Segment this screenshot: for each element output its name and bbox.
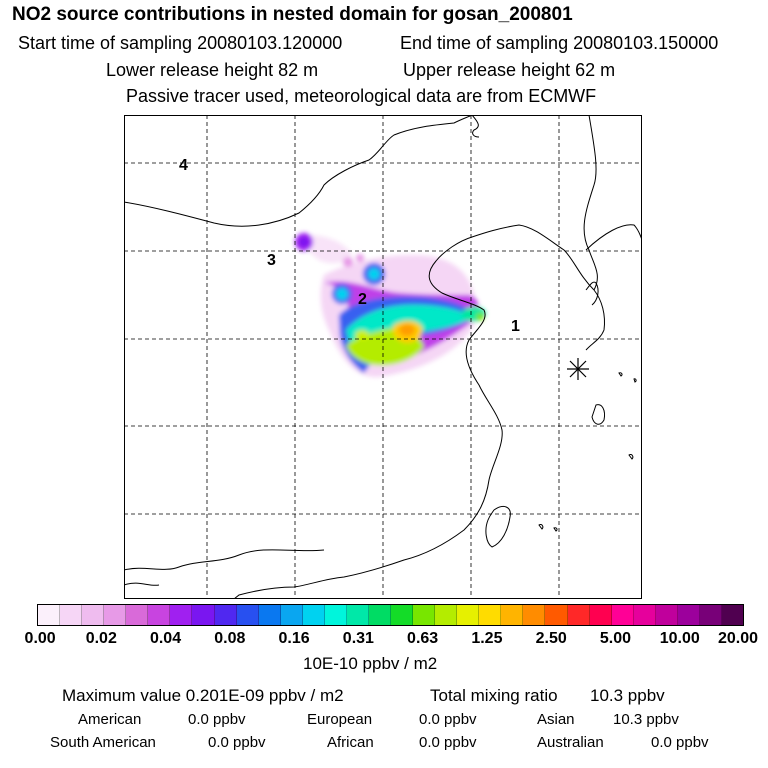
legend-swatch <box>60 605 83 625</box>
region-asian-value: 10.3 ppbv <box>613 711 679 728</box>
region-african-value: 0.0 ppbv <box>419 734 477 751</box>
legend-swatch <box>699 605 722 625</box>
region-south-american-name: South American <box>50 734 156 751</box>
maximum-value: Maximum value 0.201E-09 ppbv / m2 <box>62 686 344 705</box>
legend-tick-label: 0.00 <box>24 630 56 647</box>
legend-swatch <box>214 605 237 625</box>
legend-swatch <box>501 605 524 625</box>
legend-tick-label: 0.16 <box>278 630 310 647</box>
region-asian-name: Asian <box>537 711 575 728</box>
concentration-plume <box>295 233 486 378</box>
legend-swatch <box>324 605 347 625</box>
legend-swatch <box>82 605 105 625</box>
legend-swatch <box>721 605 743 625</box>
tracer-note: Passive tracer used, meteorological data… <box>126 86 597 106</box>
legend-swatch <box>589 605 612 625</box>
source-label-2: 2 <box>358 291 367 308</box>
legend-swatch <box>346 605 369 625</box>
legend-tick-label: 1.25 <box>471 630 503 647</box>
source-label-3: 3 <box>267 252 276 269</box>
legend-tick-label: 0.04 <box>149 630 182 647</box>
legend-tick-label: 0.31 <box>342 630 374 647</box>
legend-swatch <box>148 605 171 625</box>
legend-swatch <box>258 605 281 625</box>
legend-swatch <box>126 605 149 625</box>
legend-swatch <box>677 605 700 625</box>
region-south-american-value: 0.0 ppbv <box>208 734 266 751</box>
legend-tick-label: 10.00 <box>659 630 700 647</box>
legend-tick-label: 2.50 <box>535 630 567 647</box>
source-label-4: 4 <box>179 157 188 174</box>
region-european-value: 0.0 ppbv <box>419 711 477 728</box>
legend-swatch <box>435 605 458 625</box>
region-american-name: American <box>78 711 142 728</box>
legend-swatch <box>523 605 546 625</box>
legend-swatch <box>236 605 259 625</box>
map-panel: 1 2 3 4 <box>124 115 642 599</box>
legend-swatch <box>611 605 634 625</box>
end-time-label: End time of sampling 20080103.150000 <box>400 33 719 53</box>
total-mixing-value: 10.3 ppbv <box>590 686 665 705</box>
legend-swatch <box>368 605 391 625</box>
lat-lon-grid <box>124 115 642 599</box>
region-european-name: European <box>307 711 373 728</box>
legend-swatch <box>413 605 436 625</box>
legend-tick-label: 20.00 <box>717 630 759 647</box>
legend-swatch <box>567 605 590 625</box>
legend-swatch <box>38 605 61 625</box>
star-marker <box>567 358 589 380</box>
legend-swatch <box>479 605 502 625</box>
legend-swatch <box>391 605 414 625</box>
lower-release-label: Lower release height 82 m <box>106 60 319 80</box>
legend-swatch <box>545 605 568 625</box>
coastlines <box>124 115 642 599</box>
legend-units: 10E-10 ppbv / m2 <box>303 654 438 673</box>
legend-swatch <box>192 605 215 625</box>
legend-tick-label: 0.08 <box>214 630 246 647</box>
color-legend-bar <box>37 604 744 626</box>
region-australian-value: 0.0 ppbv <box>651 734 709 751</box>
plot-title: NO2 source contributions in nested domai… <box>12 4 573 25</box>
legend-swatch <box>655 605 678 625</box>
start-time-label: Start time of sampling 20080103.120000 <box>18 33 343 53</box>
legend-tick-label: 0.63 <box>407 630 439 647</box>
total-mixing-label: Total mixing ratio <box>430 686 558 705</box>
legend-swatch <box>170 605 193 625</box>
legend-swatch <box>457 605 480 625</box>
legend-tick-label: 0.02 <box>85 630 117 647</box>
legend-tick-label: 5.00 <box>599 630 632 647</box>
region-australian-name: Australian <box>537 734 604 751</box>
region-american-value: 0.0 ppbv <box>188 711 246 728</box>
source-label-1: 1 <box>511 318 520 335</box>
legend-swatch <box>280 605 303 625</box>
region-african-name: African <box>327 734 374 751</box>
legend-swatch <box>104 605 127 625</box>
upper-release-label: Upper release height 62 m <box>403 60 616 80</box>
legend-swatch <box>633 605 656 625</box>
legend-swatch <box>302 605 325 625</box>
